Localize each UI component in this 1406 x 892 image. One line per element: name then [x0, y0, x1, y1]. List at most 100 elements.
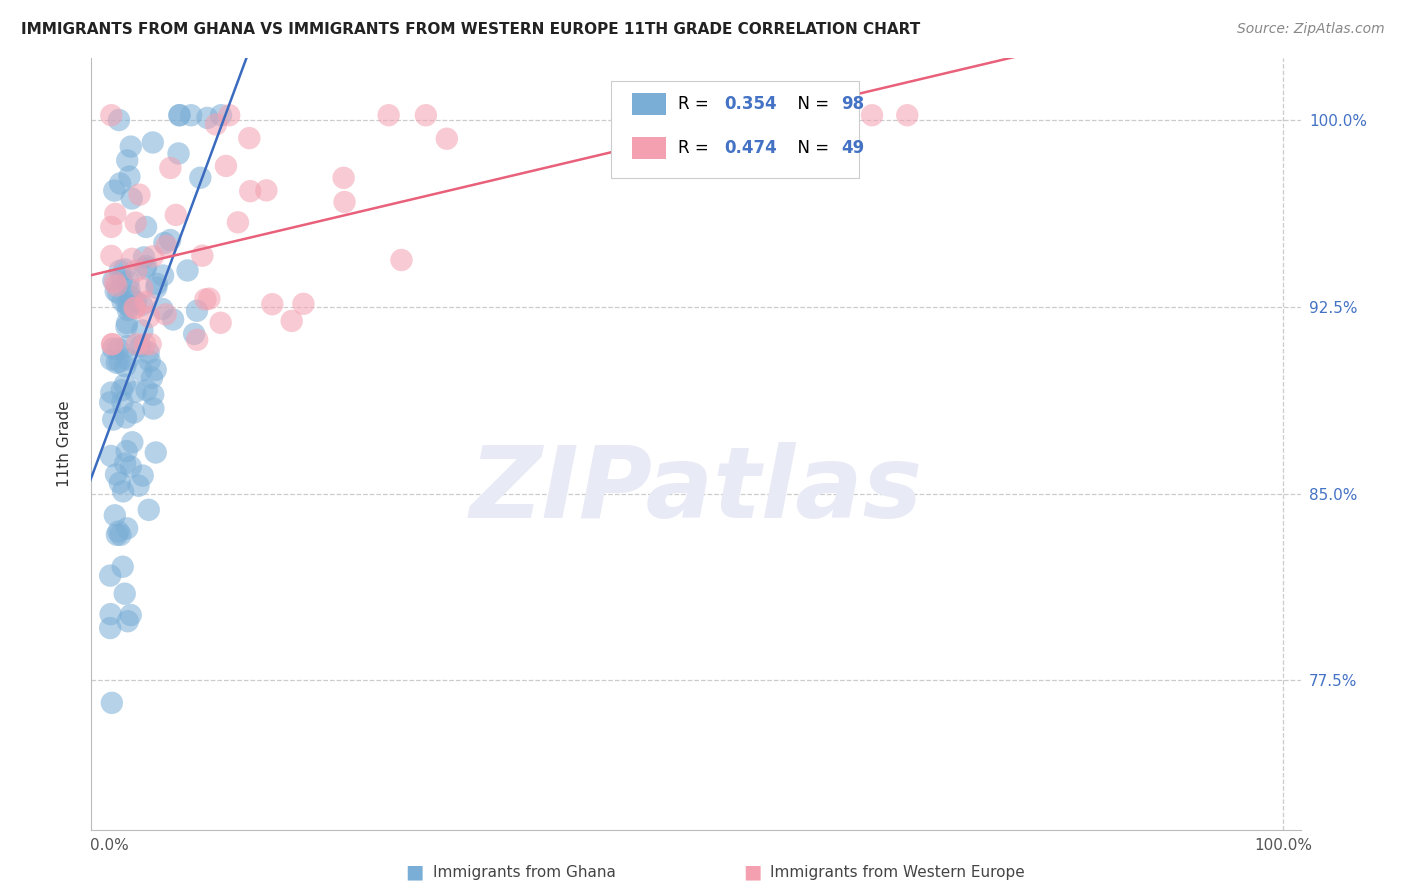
Point [125, 294, 148, 309]
Point [155, 307, 177, 321]
Point [105, 528, 128, 542]
Point [142, 136, 165, 150]
Point [145, 445, 167, 459]
Point [128, 479, 150, 493]
Point [134, 261, 156, 276]
Point [186, 333, 208, 347]
Point [162, 312, 184, 326]
Point [100, 385, 122, 400]
Point [118, 299, 141, 313]
Point [215, 159, 238, 173]
Point [115, 319, 138, 334]
Point [131, 298, 153, 312]
Point [104, 508, 127, 523]
Point [194, 293, 217, 307]
Point [131, 323, 153, 337]
Point [226, 215, 249, 229]
Point [108, 355, 131, 369]
Text: Immigrants from Western Europe: Immigrants from Western Europe [770, 865, 1025, 880]
Point [142, 401, 165, 416]
Point [142, 387, 165, 401]
Point [122, 405, 145, 419]
Point [146, 277, 169, 291]
Point [117, 153, 139, 168]
Text: N =: N = [787, 139, 834, 157]
Point [101, 342, 124, 356]
Point [105, 356, 128, 370]
Point [98, 395, 121, 409]
Point [153, 235, 176, 250]
Point [186, 303, 208, 318]
Point [100, 607, 122, 621]
Point [180, 108, 202, 122]
Point [121, 435, 143, 450]
Point [103, 274, 125, 288]
Point [111, 559, 134, 574]
Point [205, 117, 228, 131]
Point [152, 301, 174, 316]
Point [195, 111, 218, 125]
Point [104, 285, 127, 299]
Point [125, 263, 148, 277]
Text: IMMIGRANTS FROM GHANA VS IMMIGRANTS FROM WESTERN EUROPE 11TH GRADE CORRELATION C: IMMIGRANTS FROM GHANA VS IMMIGRANTS FROM… [21, 22, 921, 37]
FancyBboxPatch shape [612, 81, 859, 178]
Point [114, 359, 136, 374]
Point [139, 337, 162, 351]
Point [280, 314, 302, 328]
Point [128, 187, 150, 202]
Point [142, 249, 165, 263]
Point [138, 345, 160, 359]
Point [209, 316, 232, 330]
Point [436, 132, 458, 146]
Point [135, 383, 157, 397]
Point [135, 259, 157, 273]
Text: 0.474: 0.474 [724, 139, 776, 157]
Point [115, 521, 138, 535]
Point [98, 568, 121, 582]
Point [115, 410, 138, 425]
Point [110, 528, 132, 542]
Point [105, 278, 128, 293]
Point [111, 294, 134, 309]
Text: N =: N = [787, 95, 834, 113]
Bar [631, 137, 666, 159]
Point [125, 337, 148, 351]
Point [117, 275, 139, 289]
Point [169, 108, 191, 122]
Point [209, 108, 232, 122]
Point [108, 475, 131, 490]
Point [120, 608, 142, 623]
Point [238, 131, 260, 145]
Point [132, 251, 155, 265]
Point [165, 208, 187, 222]
Point [98, 621, 121, 635]
Point [101, 337, 124, 351]
Point [118, 169, 141, 184]
Point [188, 170, 211, 185]
Point [239, 184, 262, 198]
Point [129, 339, 152, 353]
Point [124, 301, 146, 315]
Point [131, 363, 153, 377]
Point [183, 326, 205, 341]
Point [332, 170, 354, 185]
Text: R =: R = [678, 139, 714, 157]
Point [108, 264, 131, 278]
Point [159, 161, 181, 175]
Point [135, 219, 157, 234]
Point [114, 457, 136, 471]
Point [101, 696, 124, 710]
Point [120, 139, 142, 153]
Text: Immigrants from Ghana: Immigrants from Ghana [433, 865, 616, 880]
Point [191, 249, 214, 263]
Text: R =: R = [678, 95, 714, 113]
Point [117, 614, 139, 628]
Point [115, 444, 138, 458]
Point [121, 192, 143, 206]
Point [117, 352, 139, 367]
Point [103, 412, 125, 426]
Point [135, 295, 157, 310]
Point [124, 384, 146, 399]
Point [131, 281, 153, 295]
Point [114, 377, 136, 392]
